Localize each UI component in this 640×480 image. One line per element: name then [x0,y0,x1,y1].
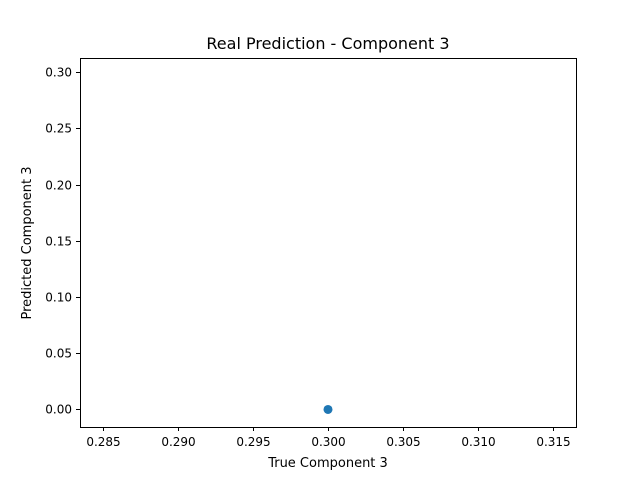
chart-title: Real Prediction - Component 3 [206,34,449,53]
y-tick-label: 0.05 [45,347,72,361]
x-tick-label: 0.295 [236,435,270,449]
x-axis-ticks: 0.285 0.290 0.295 0.300 0.305 0.310 0.315 [86,427,571,449]
y-tick-label: 0.15 [45,235,72,249]
x-tick-label: 0.285 [86,435,120,449]
y-tick-label: 0.00 [45,403,72,417]
y-tick-label: 0.20 [45,179,72,193]
y-axis-label: Predicted Component 3 [20,166,35,319]
x-tick-label: 0.315 [536,435,570,449]
plot-area-frame [80,58,577,428]
x-tick-label: 0.310 [461,435,495,449]
y-tick-label: 0.30 [45,66,72,80]
y-tick-label: 0.25 [45,122,72,136]
x-tick-label: 0.300 [311,435,345,449]
x-tick-label: 0.290 [161,435,195,449]
y-tick-label: 0.10 [45,291,72,305]
data-points [323,404,333,414]
y-axis-ticks: 0.00 0.05 0.10 0.15 0.20 0.25 0.30 [45,66,80,417]
x-axis-label: True Component 3 [267,456,388,471]
x-tick-label: 0.305 [386,435,420,449]
data-point [323,404,333,414]
